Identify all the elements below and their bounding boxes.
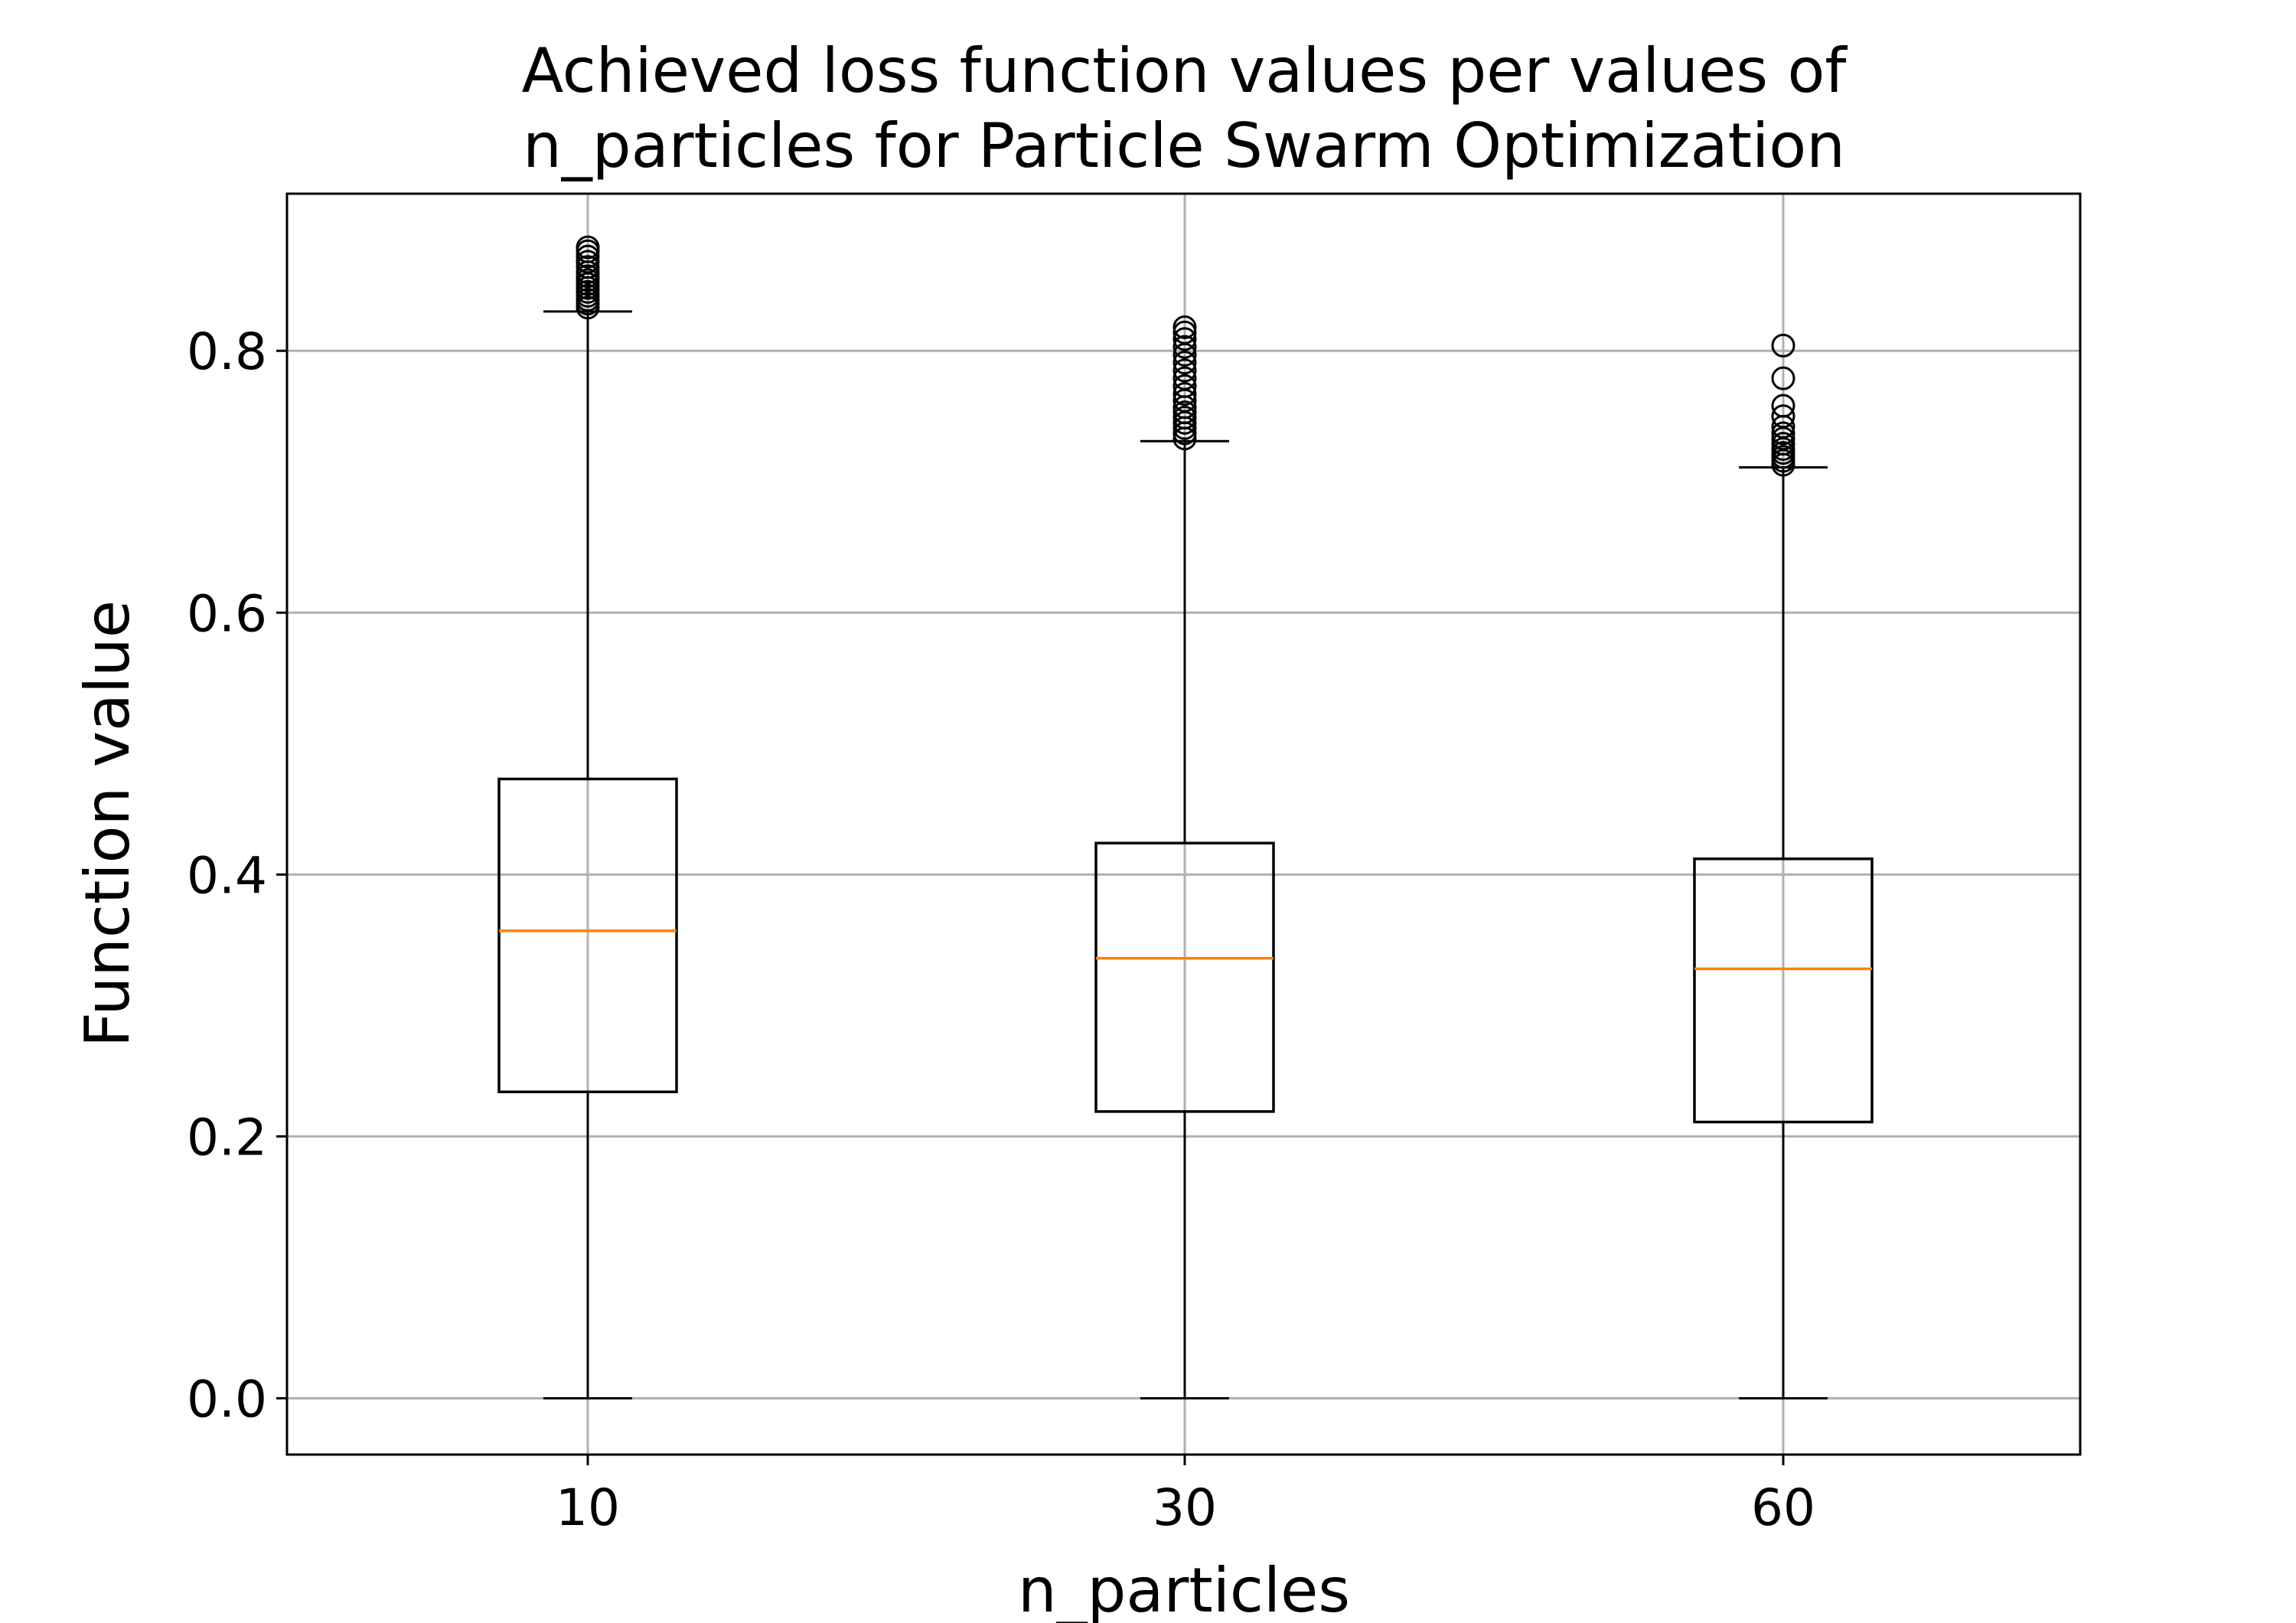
x-axis-label: n_particles bbox=[1018, 1555, 1350, 1623]
x-tick-label: 60 bbox=[1751, 1478, 1815, 1537]
x-tick-label: 30 bbox=[1153, 1478, 1217, 1537]
y-tick-label: 0.2 bbox=[187, 1108, 267, 1167]
outlier-point bbox=[1172, 374, 1197, 398]
outlier-point bbox=[1771, 366, 1795, 390]
axis-ticks: 0.0 0.2 0.4 0.6 0.8 10 30 60 bbox=[187, 322, 1815, 1537]
box-group-30 bbox=[1094, 315, 1275, 1399]
iqr-box bbox=[1094, 841, 1275, 1113]
chart-title-line-1: Achieved loss function values per values… bbox=[521, 35, 1848, 106]
outlier-point bbox=[1771, 421, 1795, 446]
outlier-point bbox=[1172, 320, 1197, 345]
outlier-point bbox=[1771, 432, 1795, 456]
outlier-point bbox=[1771, 394, 1795, 418]
box-group-10 bbox=[497, 235, 678, 1399]
y-tick-label: 0.0 bbox=[187, 1370, 267, 1429]
outlier-point bbox=[1172, 315, 1197, 339]
outlier-point bbox=[1771, 404, 1795, 429]
outlier-point bbox=[1172, 351, 1197, 375]
outlier-point bbox=[576, 250, 600, 274]
x-tick-label: 10 bbox=[556, 1478, 620, 1537]
outlier-point bbox=[1172, 400, 1197, 425]
outlier-point bbox=[1172, 382, 1197, 407]
y-tick-label: 0.8 bbox=[187, 322, 267, 381]
outlier-point bbox=[1172, 327, 1197, 351]
y-axis-label: Function value bbox=[72, 600, 143, 1047]
box-group-60 bbox=[1693, 333, 1874, 1399]
outlier-point bbox=[1172, 405, 1197, 429]
outlier-point bbox=[576, 235, 600, 260]
y-tick-label: 0.4 bbox=[187, 846, 267, 905]
iqr-box bbox=[497, 777, 678, 1094]
y-tick-label: 0.6 bbox=[187, 584, 267, 643]
outlier-point bbox=[576, 255, 600, 279]
box-series bbox=[497, 235, 1874, 1399]
outlier-point bbox=[1172, 366, 1197, 390]
outlier-point bbox=[1172, 358, 1197, 383]
outlier-point bbox=[1771, 333, 1795, 358]
outlier-point bbox=[1172, 335, 1197, 359]
iqr-box bbox=[1693, 857, 1874, 1124]
outlier-point bbox=[576, 244, 600, 269]
chart-title-line-2: n_particles for Particle Swarm Optimizat… bbox=[523, 110, 1845, 181]
